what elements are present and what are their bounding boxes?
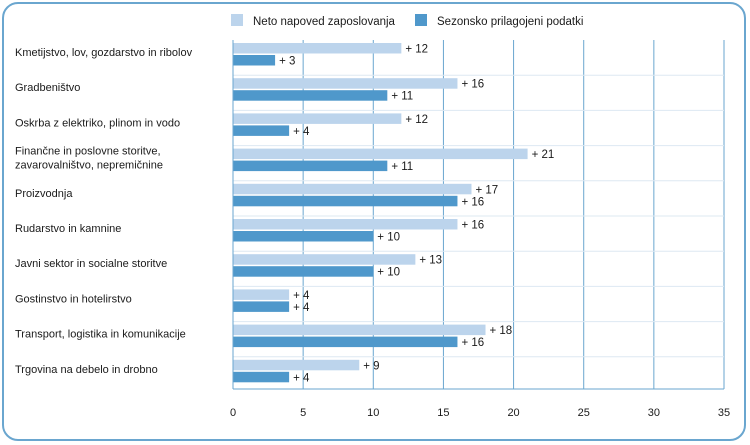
bar-sezonsko-5 [233,231,374,242]
bar-sezonsko-2 [233,125,290,136]
bar-sezonsko-9 [233,371,290,383]
x-tick-label-25: 25 [578,407,590,419]
value-label-sezonsko-1: + 11 [391,91,413,103]
value-label-sezonsko-6: + 10 [377,267,400,279]
x-tick-label-20: 20 [507,407,519,419]
bar-sezonsko-3 [233,160,388,172]
value-label-neto-2: + 12 [405,114,428,126]
category-label-6: Javni sektor in socialne storitve [15,258,167,270]
legend-label-sezonsko: Sezonsko prilagojeni podatki [437,16,583,28]
value-label-sezonsko-9: + 4 [293,372,310,384]
legend-label-neto: Neto napoved zaposlovanja [253,16,396,28]
value-label-sezonsko-2: + 4 [293,126,310,138]
value-label-sezonsko-5: + 10 [377,232,400,244]
category-label-3-line-0: Finančne in poslovne storitve, [15,146,161,158]
x-tick-label-35: 35 [718,407,730,419]
category-label-0: Kmetijstvo, lov, gozdarstvo in ribolov [15,47,193,59]
value-label-neto-3: + 21 [532,149,555,161]
bar-sezonsko-6 [233,266,374,277]
category-label-2: Oskrba z elektriko, plinom in vodo [15,117,180,129]
category-label-8: Transport, logistika in komunikacije [15,329,186,341]
category-label-7: Gostinstvo in hotelirstvo [15,293,132,305]
bar-sezonsko-1 [233,90,388,101]
bar-neto-3 [233,148,528,160]
value-label-sezonsko-3: + 11 [391,161,413,173]
bar-neto-0 [233,43,402,54]
bar-neto-2 [233,113,402,124]
value-label-neto-5: + 16 [461,220,484,232]
bar-sezonsko-8 [233,336,458,348]
value-label-neto-6: + 13 [419,255,442,267]
bar-neto-7 [233,289,290,300]
value-label-sezonsko-8: + 16 [461,337,484,349]
category-label-9: Trgovina na debelo in drobno [15,364,158,376]
value-label-neto-0: + 12 [405,44,428,56]
bar-sezonsko-4 [233,195,458,207]
bar-sezonsko-7 [233,301,290,312]
value-label-sezonsko-7: + 4 [293,302,310,314]
value-label-neto-8: + 18 [490,325,513,337]
category-label-3-line-1: zavarovalništvo, nepremičnine [15,160,163,172]
value-label-neto-9: + 9 [363,360,379,372]
x-tick-label-5: 5 [300,407,306,419]
bar-neto-4 [233,183,472,195]
value-label-neto-7: + 4 [293,290,310,302]
value-label-sezonsko-4: + 16 [461,196,484,208]
value-label-neto-4: + 17 [475,184,498,196]
category-label-5: Rudarstvo in kamnine [15,223,121,235]
legend-swatch-sezonsko [415,14,427,26]
category-label-4: Proizvodnja [15,188,73,200]
value-label-neto-1: + 16 [461,79,484,91]
x-tick-label-15: 15 [437,407,449,419]
bar-neto-9 [233,359,360,371]
x-tick-label-10: 10 [367,407,379,419]
category-label-1: Gradbeništvo [15,82,80,94]
bar-neto-5 [233,219,458,230]
x-tick-label-30: 30 [648,407,660,419]
value-label-sezonsko-0: + 3 [279,56,295,68]
bar-neto-6 [233,254,416,265]
bar-neto-8 [233,324,486,336]
x-tick-label-0: 0 [230,407,236,419]
bar-neto-1 [233,78,458,89]
bar-sezonsko-0 [233,55,276,66]
legend-swatch-neto [231,14,243,26]
